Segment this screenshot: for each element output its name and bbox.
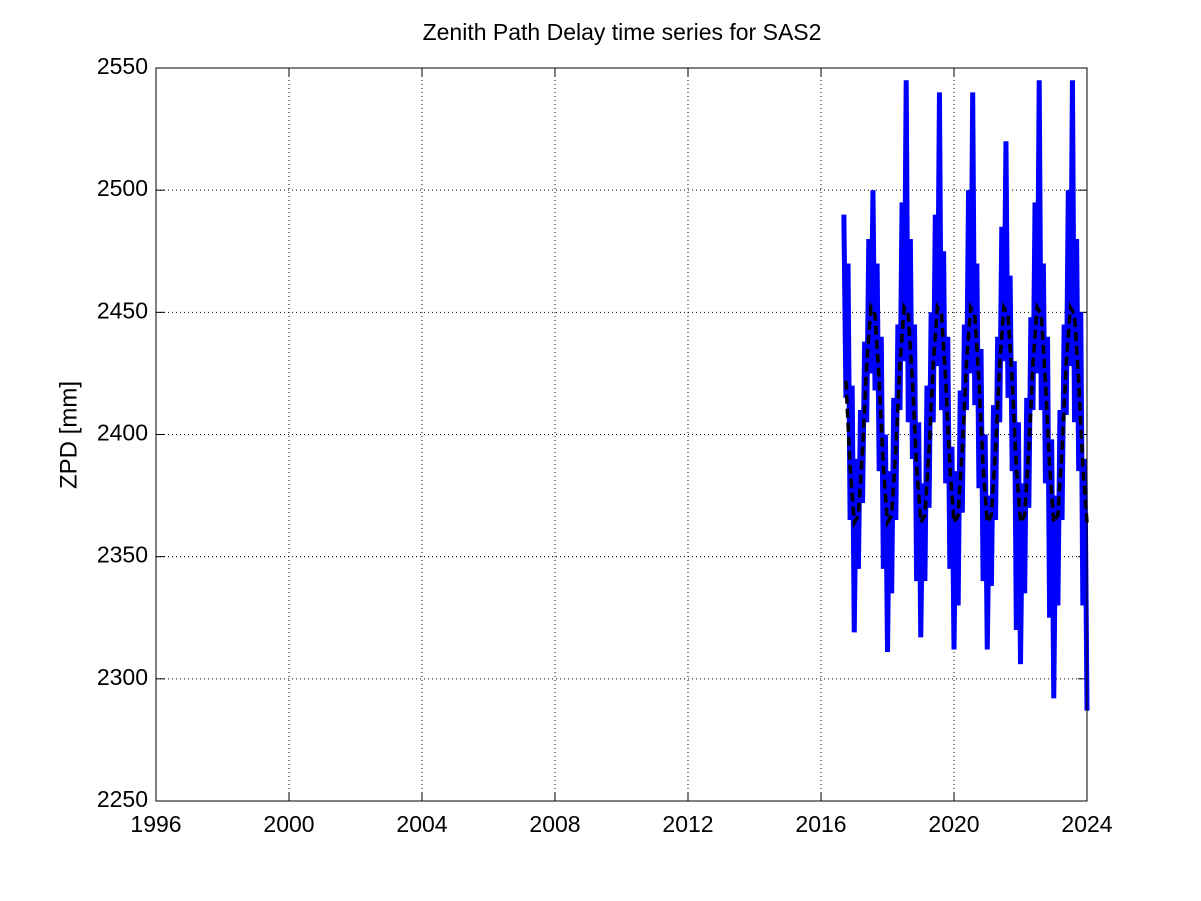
x-tick-label: 2020 <box>928 811 979 837</box>
x-tick-label: 2024 <box>1061 811 1112 837</box>
x-tick-label: 2008 <box>529 811 580 837</box>
model-line <box>844 301 1089 529</box>
y-tick-label: 2450 <box>97 297 148 323</box>
x-tick-label: 2016 <box>795 811 846 837</box>
y-tick-label: 2300 <box>97 664 148 690</box>
x-tick-label: 2004 <box>396 811 447 837</box>
x-tick-label: 2000 <box>263 811 314 837</box>
chart-title: Zenith Path Delay time series for SAS2 <box>423 19 822 45</box>
x-tick-label: 2012 <box>662 811 713 837</box>
y-axis-label: ZPD [mm] <box>55 381 82 489</box>
y-tick-label: 2350 <box>97 542 148 568</box>
y-tick-label: 2400 <box>97 420 148 446</box>
y-tick-label: 2500 <box>97 175 148 201</box>
axes-frame <box>155 67 1088 802</box>
y-tick-label: 2250 <box>97 786 148 812</box>
y-tick-label: 2550 <box>97 53 148 79</box>
x-tick-label: 1996 <box>130 811 181 837</box>
